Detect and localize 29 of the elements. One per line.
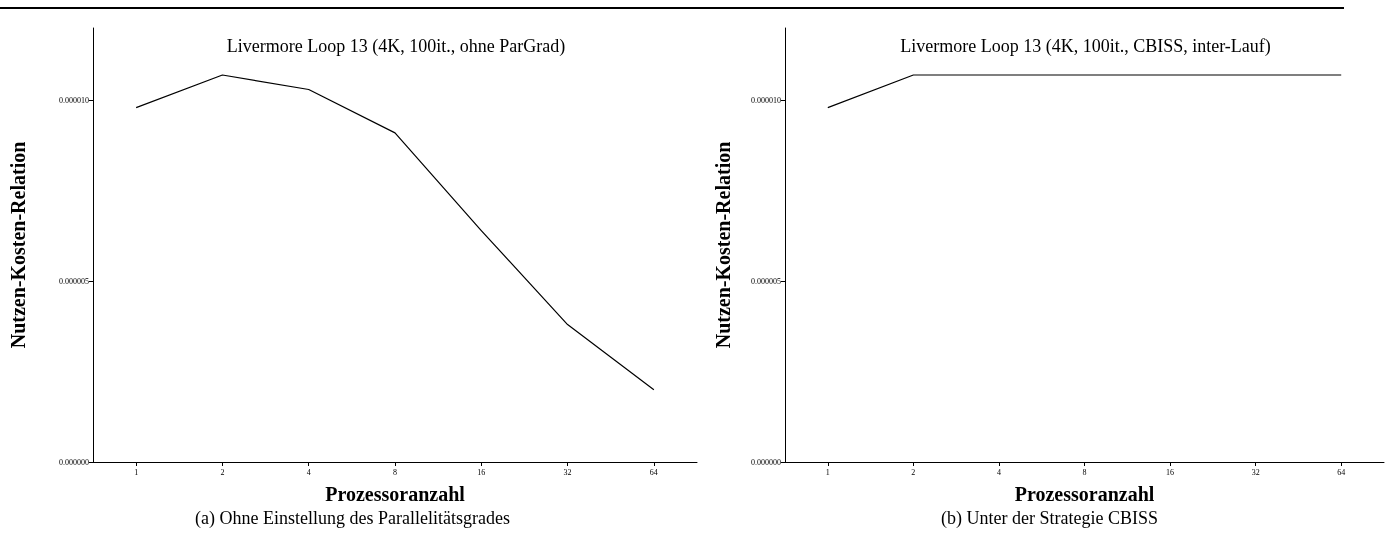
y-tick-label: 0.000010 xyxy=(59,95,89,105)
x-tick-label: 64 xyxy=(1337,467,1346,477)
text: (b) Unter der Strategie CBISS xyxy=(941,508,1158,529)
y-axis-title: Nutzen-Kosten-Relation xyxy=(7,141,29,349)
x-tick-label: 1 xyxy=(134,467,139,477)
text: (a) Ohne Einstellung des Parallelitätsgrades xyxy=(195,508,510,529)
y-axis-title: Nutzen-Kosten-Relation xyxy=(712,141,734,349)
x-tick-label: 4 xyxy=(306,467,311,477)
x-axis-title: Prozessoranzahl xyxy=(325,483,466,505)
x-tick-label: 8 xyxy=(393,467,397,477)
line-series xyxy=(135,74,655,391)
x-tick-label: 64 xyxy=(649,467,658,477)
y-tick-label: 0.000010 xyxy=(751,95,781,105)
x-tick-label: 16 xyxy=(477,467,486,477)
x-tick-label: 4 xyxy=(996,467,1001,477)
x-tick-label: 2 xyxy=(911,467,916,477)
x-tick-label: 32 xyxy=(1251,467,1260,477)
y-tick-label: 0.000000 xyxy=(59,457,89,467)
x-tick-label: 32 xyxy=(563,467,572,477)
x-axis-title: Prozessoranzahl xyxy=(1014,483,1155,505)
x-tick-label: 2 xyxy=(220,467,225,477)
chart-title: Livermore Loop 13 (4K, 100it., CBISS, inter-Lauf) xyxy=(900,36,1271,57)
x-tick-label: 16 xyxy=(1166,467,1175,477)
chart-title: Livermore Loop 13 (4K, 100it., ohne ParGrad) xyxy=(226,36,566,57)
x-tick-label: 8 xyxy=(1082,467,1087,477)
y-tick-label: 0.000005 xyxy=(751,276,781,286)
x-tick-label: 1 xyxy=(825,467,830,477)
y-tick-label: 0.000005 xyxy=(59,276,89,286)
y-tick-label: 0.000000 xyxy=(751,457,781,467)
